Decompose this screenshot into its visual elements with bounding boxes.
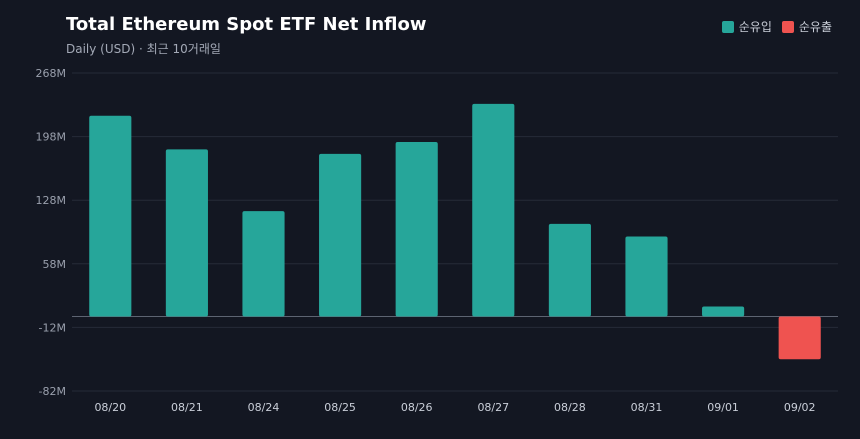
y-tick-label: -82M bbox=[39, 385, 66, 398]
bar-08-25 bbox=[319, 153, 362, 317]
y-tick-label: 198M bbox=[36, 131, 67, 144]
legend-swatch-outflow bbox=[781, 20, 794, 33]
bar-08-27 bbox=[472, 103, 515, 317]
legend-label-inflow: 순유입 bbox=[738, 20, 772, 34]
y-tick-label: 128M bbox=[36, 194, 67, 207]
legend-item-inflow: 순유입 bbox=[721, 18, 772, 35]
legend: 순유입 순유출 bbox=[721, 18, 832, 35]
bar-08-24 bbox=[242, 211, 285, 317]
bar-08-26 bbox=[395, 142, 438, 317]
x-tick-label: 08/27 bbox=[477, 401, 509, 414]
y-tick-label: 268M bbox=[36, 67, 67, 80]
legend-swatch-inflow bbox=[721, 20, 734, 33]
x-tick-label: 08/21 bbox=[171, 401, 203, 414]
legend-item-outflow: 순유출 bbox=[781, 18, 832, 35]
y-tick-label: -12M bbox=[39, 321, 66, 334]
bar-08-28 bbox=[548, 223, 591, 317]
bar-09-01 bbox=[702, 306, 745, 317]
x-tick-label: 09/02 bbox=[784, 401, 816, 414]
bar-08-20 bbox=[89, 115, 132, 317]
x-tick-label: 08/25 bbox=[324, 401, 356, 414]
x-tick-label: 08/26 bbox=[401, 401, 433, 414]
x-tick-label: 08/31 bbox=[631, 401, 663, 414]
chart-title: Total Ethereum Spot ETF Net Inflow bbox=[66, 14, 427, 35]
bar-08-31 bbox=[625, 236, 668, 317]
bar-08-21 bbox=[165, 149, 208, 317]
x-tick-label: 09/01 bbox=[707, 401, 739, 414]
chart-subtitle: Daily (USD) · 최근 10거래일 bbox=[66, 42, 221, 56]
x-tick-label: 08/28 bbox=[554, 401, 586, 414]
legend-label-outflow: 순유출 bbox=[798, 20, 832, 34]
x-tick-label: 08/24 bbox=[248, 401, 280, 414]
x-tick-label: 08/20 bbox=[94, 401, 126, 414]
bar-09-02 bbox=[778, 316, 821, 360]
y-tick-label: 58M bbox=[43, 258, 67, 271]
